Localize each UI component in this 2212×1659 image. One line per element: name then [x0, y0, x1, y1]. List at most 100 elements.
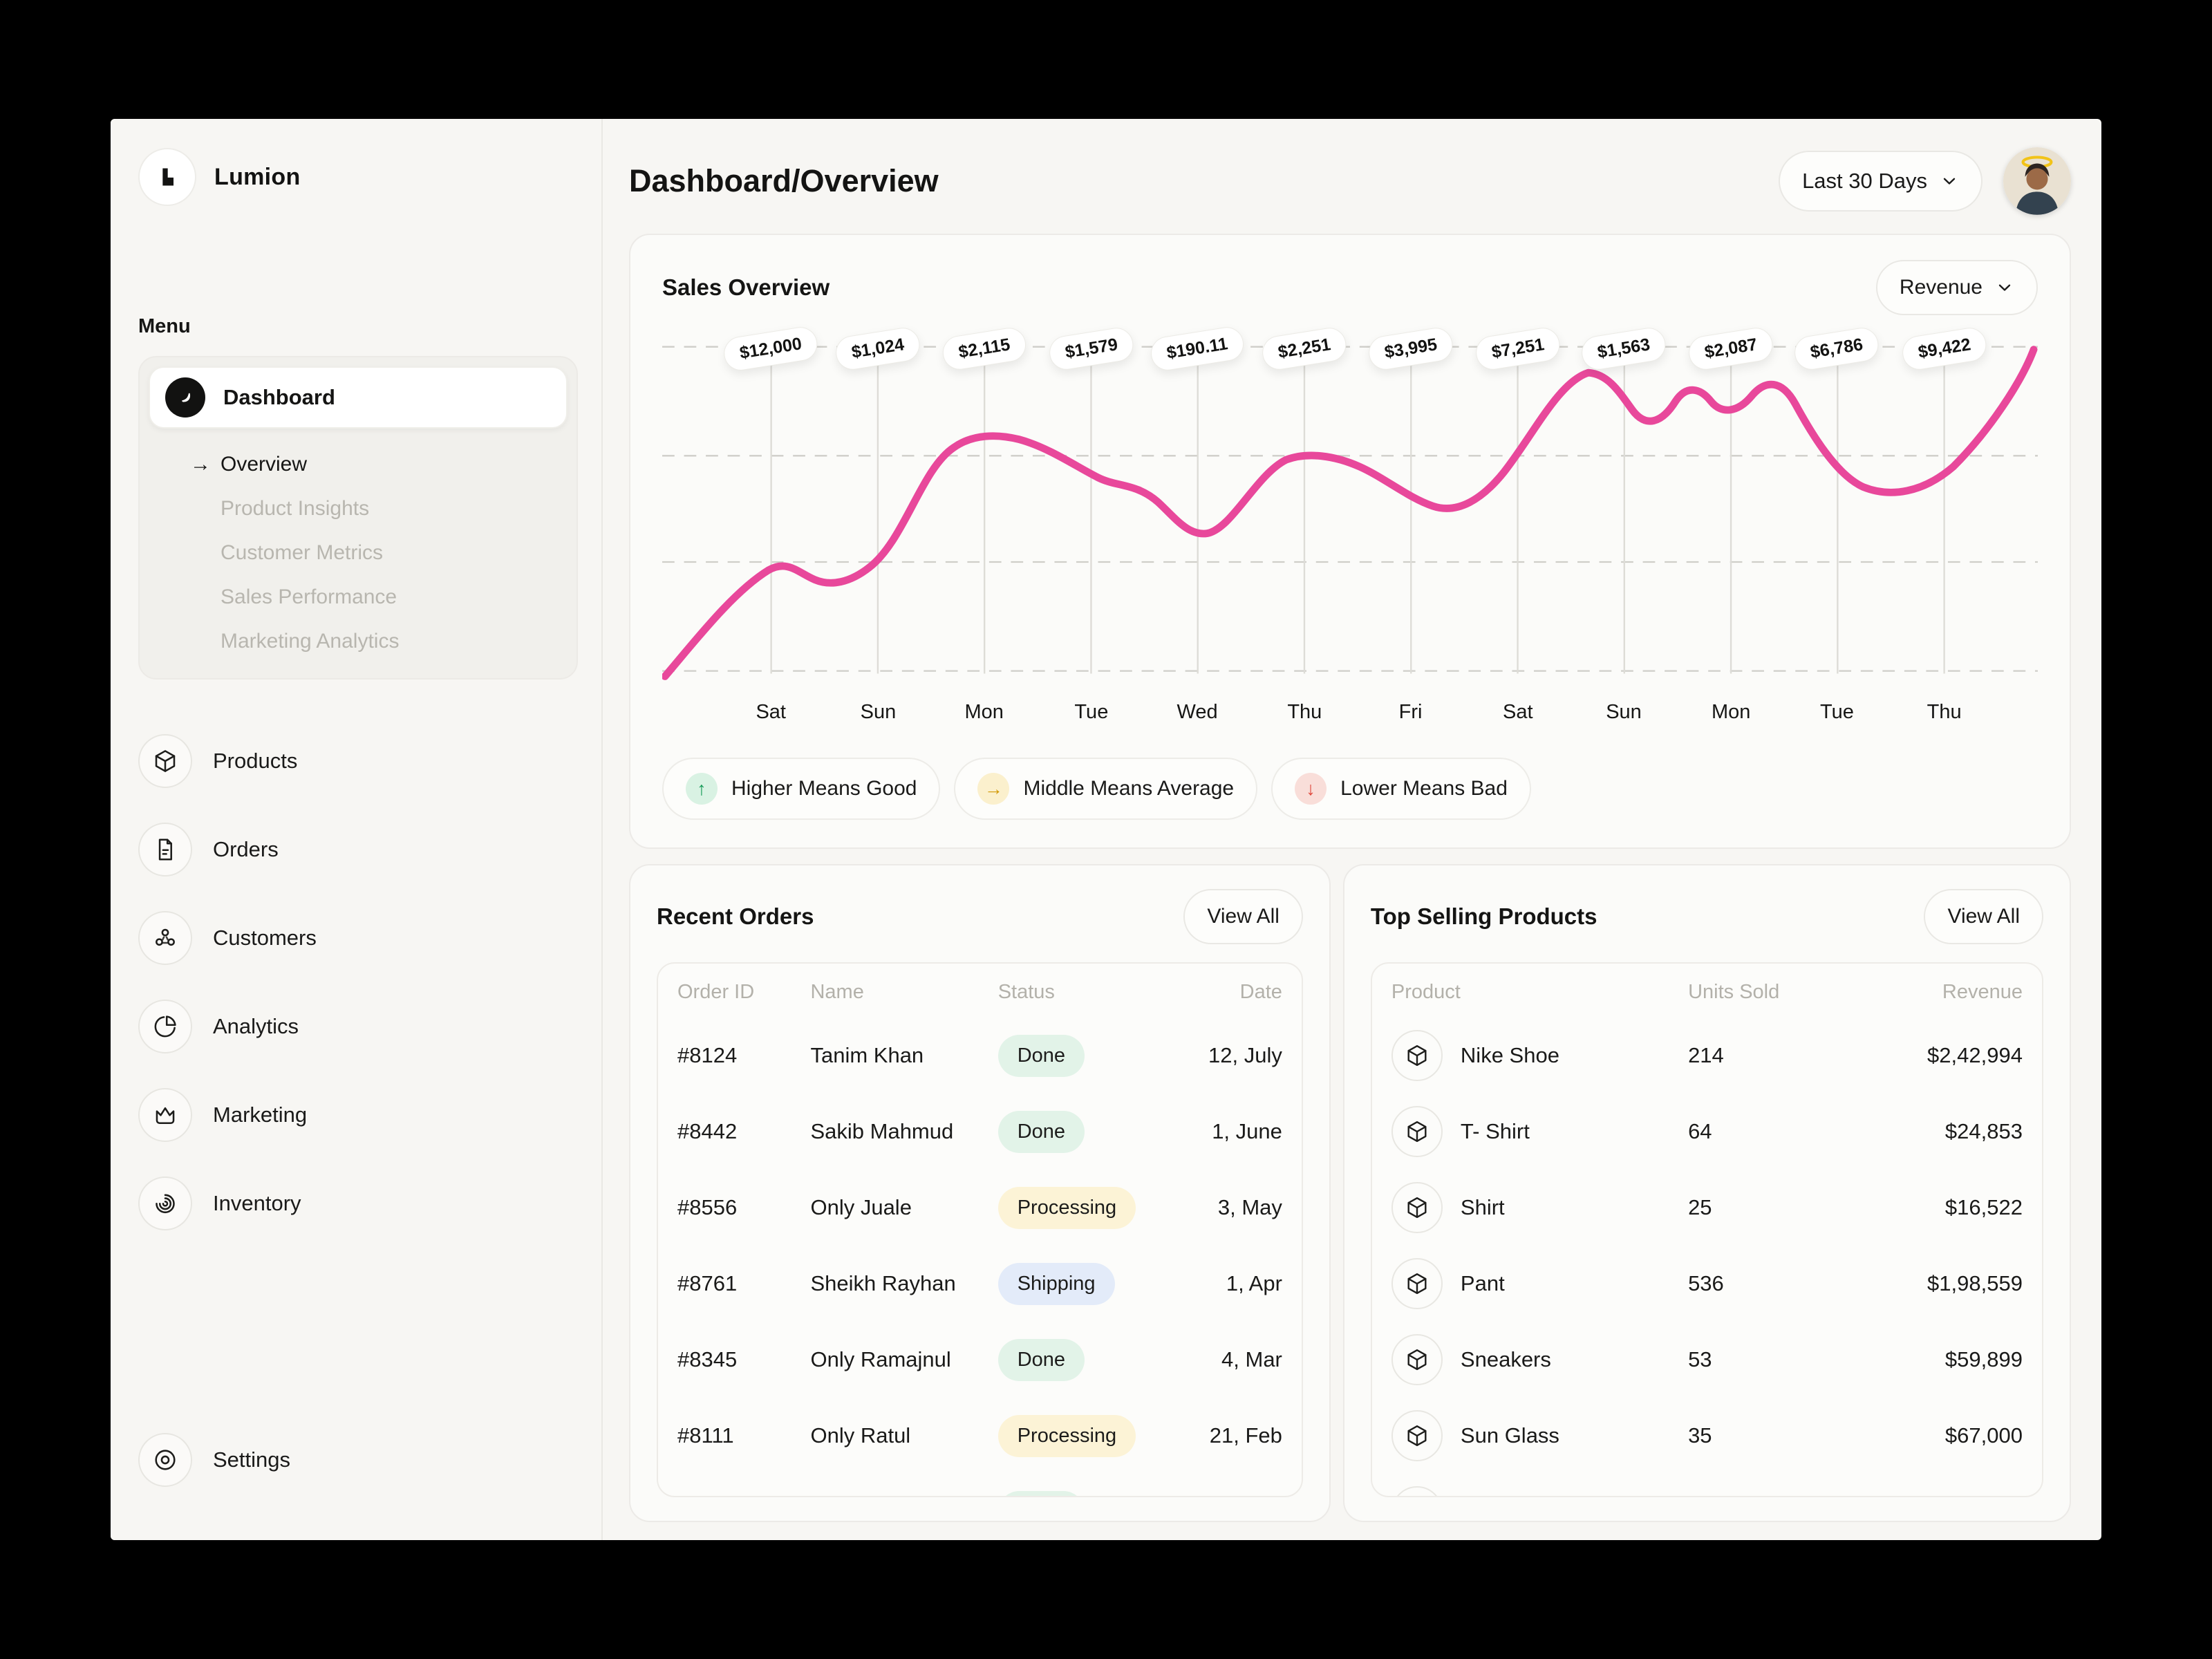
- sidebar-item-settings[interactable]: Settings: [138, 1416, 578, 1504]
- chevron-down-icon: [1943, 178, 1956, 185]
- order-date: 3, May: [1217, 1195, 1282, 1220]
- cube-icon: [1391, 1106, 1443, 1158]
- legend-higher-good[interactable]: ↑ Higher Means Good: [662, 758, 941, 821]
- x-tick-label: Thu: [1927, 701, 1962, 724]
- recent-orders-view-all-button[interactable]: View All: [1183, 889, 1303, 945]
- nav-label: Analytics: [213, 1014, 299, 1038]
- user-avatar[interactable]: [2003, 147, 2071, 215]
- product-name: Nike Shoe: [1460, 1043, 1559, 1068]
- order-date: 1, Apr: [1226, 1271, 1282, 1296]
- sidebar-item-dashboard[interactable]: Dashboard: [149, 366, 568, 429]
- topbar: Dashboard/Overview Last 30 Days: [629, 145, 2071, 217]
- sidebar-subitem-sales-performance[interactable]: Sales Performance: [221, 575, 568, 619]
- legend-label: Higher Means Good: [731, 777, 917, 800]
- table-row: #8124 Tanim Khan Done 12, July: [677, 1018, 1282, 1094]
- order-name: Only Juale: [810, 1195, 912, 1220]
- document-icon: [138, 823, 192, 877]
- units-sold: 64: [1688, 1119, 1712, 1144]
- metric-selector-dropdown[interactable]: Revenue: [1875, 260, 2038, 315]
- order-date: 1, June: [1212, 1119, 1282, 1144]
- table-row: #8124 Rahman karim Done 09, Jan: [677, 1474, 1282, 1497]
- sales-chart: $12,000 $1,024 $2,115 $1,579 $190.11 $2,…: [662, 324, 2038, 733]
- date-range-button[interactable]: Last 30 Days: [1779, 151, 1983, 212]
- top-products-table: Product Units Sold Revenue Nike Shoe 214…: [1370, 962, 2043, 1497]
- legend-middle-average[interactable]: → Middle Means Average: [954, 758, 1258, 821]
- sidebar-item-marketing[interactable]: Marketing: [138, 1071, 578, 1159]
- sidebar-item-analytics[interactable]: Analytics: [138, 982, 578, 1071]
- sidebar-item-inventory[interactable]: Inventory: [138, 1159, 578, 1248]
- x-tick-label: Tue: [1820, 701, 1854, 724]
- status-badge: Done: [997, 1034, 1085, 1077]
- crown-icon: [138, 1088, 192, 1142]
- brand-name: Lumion: [214, 163, 301, 190]
- subitem-label: Overview: [221, 453, 308, 476]
- x-tick-label: Wed: [1177, 701, 1218, 724]
- recent-orders-card: Recent Orders View All Order ID Name Sta…: [629, 864, 1331, 1522]
- chart-legend: ↑ Higher Means Good → Middle Means Avera…: [662, 758, 2038, 821]
- sidebar-item-products[interactable]: Products: [138, 717, 578, 805]
- x-tick-label: Sat: [1503, 701, 1533, 724]
- top-products-view-all-button[interactable]: View All: [1924, 889, 2043, 945]
- sidebar-item-customers[interactable]: Customers: [138, 894, 578, 982]
- column-header: Revenue: [1942, 980, 2023, 1003]
- cube-icon: [1391, 1486, 1443, 1497]
- order-id: #8761: [677, 1271, 738, 1296]
- x-tick-label: Fri: [1398, 701, 1423, 724]
- date-range-label: Last 30 Days: [1802, 169, 1927, 193]
- sidebar-subitem-product-insights[interactable]: Product Insights: [221, 487, 568, 531]
- sidebar-item-label: Dashboard: [223, 385, 335, 409]
- table-row: #8442 Sakib Mahmud Done 1, June: [677, 1094, 1282, 1170]
- cube-icon: [138, 734, 192, 788]
- x-tick-label: Thu: [1287, 701, 1322, 724]
- nav-label: Inventory: [213, 1191, 301, 1215]
- product-revenue: $16,522: [1944, 1195, 2023, 1220]
- order-name: Sakib Mahmud: [810, 1119, 954, 1144]
- metric-selector-label: Revenue: [1899, 276, 1983, 299]
- order-id: #8124: [677, 1043, 738, 1068]
- pie-chart-icon: [138, 1000, 192, 1053]
- sidebar: Lumion Menu Dashboard → Overview Product…: [111, 119, 603, 1540]
- x-tick-label: Mon: [964, 701, 1004, 724]
- nav-label: Settings: [213, 1447, 291, 1472]
- sidebar-subitem-customer-metrics[interactable]: Customer Metrics: [221, 531, 568, 575]
- nav-label: Marketing: [213, 1103, 308, 1127]
- units-sold: 536: [1688, 1271, 1724, 1296]
- legend-lower-bad[interactable]: ↓ Lower Means Bad: [1271, 758, 1531, 821]
- order-id: #8556: [677, 1195, 738, 1220]
- recent-orders-title: Recent Orders: [657, 903, 814, 930]
- order-date: 4, Mar: [1221, 1347, 1282, 1372]
- nav-label: Customers: [213, 926, 317, 950]
- units-sold: 25: [1688, 1195, 1712, 1220]
- sales-chart-svg: [662, 346, 2038, 680]
- table-row: Pant 536 $1,98,559: [1391, 1246, 2023, 1322]
- column-header: Name: [810, 980, 864, 1003]
- table-header-row: Product Units Sold Revenue: [1391, 966, 2023, 1018]
- page-title: Dashboard/Overview: [629, 163, 939, 198]
- table-row: #8111 Only Ratul Processing 21, Feb: [677, 1398, 1282, 1474]
- x-tick-label: Sun: [1606, 701, 1642, 724]
- x-tick-label: Sun: [860, 701, 897, 724]
- dashboard-icon: [165, 377, 205, 418]
- spiral-icon: [138, 1177, 192, 1230]
- column-header: Product: [1391, 980, 1461, 1003]
- target-icon: [138, 1433, 192, 1487]
- sidebar-item-orders[interactable]: Orders: [138, 805, 578, 894]
- main-content: Dashboard/Overview Last 30 Days: [603, 119, 2101, 1540]
- nav-label: Products: [213, 749, 298, 773]
- people-icon: [138, 911, 192, 965]
- status-badge: Done: [997, 1338, 1085, 1381]
- x-tick-label: Mon: [1712, 701, 1751, 724]
- sidebar-subitem-marketing-analytics[interactable]: Marketing Analytics: [221, 619, 568, 664]
- arrow-right-icon: →: [190, 453, 211, 476]
- subitem-label: Customer Metrics: [221, 541, 384, 564]
- view-all-label: View All: [1207, 905, 1280, 928]
- table-row: Sun Glass 35 $67,000: [1391, 1398, 2023, 1474]
- cube-icon: [1391, 1030, 1443, 1082]
- sales-overview-card: Sales Overview Revenue: [629, 234, 2071, 850]
- chevron-down-icon: [1998, 284, 2011, 291]
- units-sold: 214: [1688, 1043, 1724, 1068]
- product-name: Sneakers: [1460, 1347, 1551, 1372]
- table-row: #8761 Sheikh Rayhan Shipping 1, Apr: [677, 1246, 1282, 1322]
- table-row: Nike Shoe 214 $2,42,994: [1391, 1018, 2023, 1094]
- sidebar-subitem-overview[interactable]: → Overview: [190, 442, 568, 487]
